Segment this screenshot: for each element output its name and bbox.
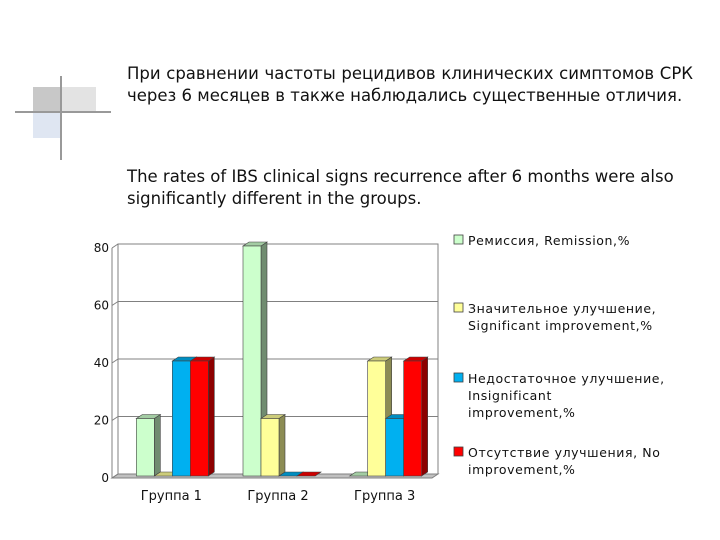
bar-side [208, 356, 215, 477]
deco-square-gray [33, 87, 61, 113]
bar [385, 418, 404, 477]
y-tick-label: 60 [94, 299, 109, 313]
legend-label: improvement,% [468, 462, 576, 477]
gridline-wall [111, 416, 119, 421]
x-category-label: Группа 3 [354, 489, 415, 504]
bar-chart: 0 20 40 60 80 Группа 1 Группа 2 Группа 3 Ремисси… [88, 230, 708, 535]
x-category-label: Группа 1 [141, 489, 202, 504]
legend-label: Insignificant [468, 388, 552, 403]
bar-side [421, 356, 428, 477]
legend-label: Значительное улучшение, [468, 301, 656, 316]
bar-side [278, 413, 286, 477]
legend-label: Ремиссия, Remission,% [468, 233, 630, 248]
deco-square-light [62, 87, 96, 113]
y-tick-label: 40 [94, 356, 109, 370]
deco-square-blue [33, 113, 61, 138]
legend-label: Недостаточное улучшение, [468, 371, 665, 386]
bar [260, 418, 280, 477]
legend-swatch [453, 234, 464, 245]
bar-top [296, 471, 322, 477]
gridline-wall [111, 473, 119, 479]
legend-label: Отсутствие улучшения, No [468, 445, 660, 460]
legend-label: Significant improvement,% [468, 318, 653, 333]
y-tick-label: 80 [94, 241, 109, 255]
y-tick-label: 20 [94, 414, 109, 428]
x-category-label: Группа 2 [247, 489, 308, 504]
corner-decoration [0, 0, 130, 170]
deco-line-vertical [60, 76, 62, 160]
bar [136, 418, 155, 477]
legend-label: improvement,% [468, 405, 576, 420]
gridline-wall [111, 301, 119, 306]
y-tick-label: 0 [101, 471, 109, 485]
bar [190, 360, 209, 477]
bar [172, 360, 191, 477]
bar [403, 360, 422, 477]
bar-side [154, 413, 161, 477]
legend-swatch [453, 446, 464, 457]
deco-line-horizontal [15, 111, 111, 113]
bar [242, 245, 262, 477]
paragraph-english: The rates of IBS clinical signs recurren… [127, 167, 674, 208]
legend-swatch [453, 302, 464, 313]
bar [367, 360, 386, 477]
gridline-wall [111, 243, 119, 249]
legend-swatch [453, 372, 464, 383]
gridline-wall [111, 358, 119, 364]
paragraph-russian: При сравнении частоты рецидивов клиничес… [127, 64, 693, 105]
chart-canvas: 0 20 40 60 80 Группа 1 Группа 2 Группа 3 Ремисси… [94, 233, 665, 504]
